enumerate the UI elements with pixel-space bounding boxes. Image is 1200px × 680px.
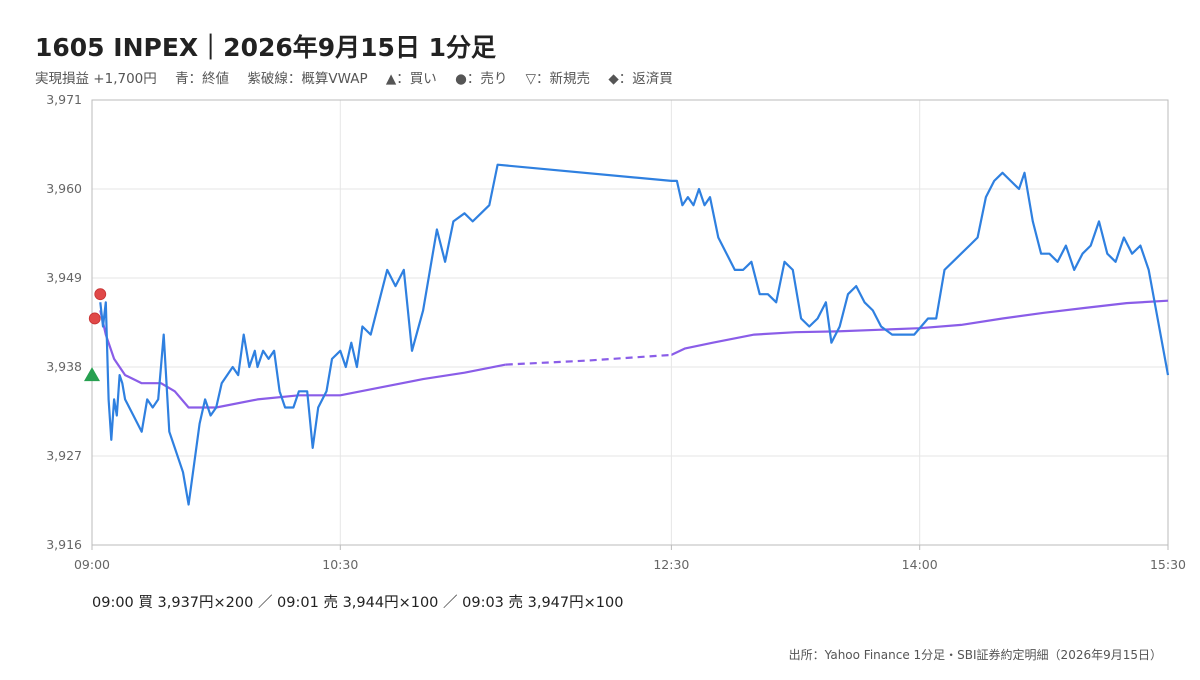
close-price-line [99, 163, 1170, 506]
legend-cover-buy: ◆：返済買 [608, 71, 673, 87]
legend-new-short: ▽：新規売 [525, 71, 591, 87]
y-tick-label: 3,938 [46, 359, 82, 374]
sell-marker [88, 312, 101, 325]
x-tick-label: 09:00 [74, 557, 110, 572]
trade-markers [84, 288, 107, 382]
x-tick-label: 15:30 [1150, 557, 1186, 572]
axes: 3,916 3,927 3,938 3,949 3,960 3,971 09:00 10:30… [46, 92, 1186, 572]
vwap-line [99, 299, 1169, 409]
plot-frame [91, 99, 1169, 546]
y-tick-label: 3,971 [46, 92, 82, 107]
y-tick-label: 3,916 [46, 537, 82, 552]
legend-pnl: 実現損益 +1,700円 [35, 71, 157, 87]
y-tick-label: 3,949 [46, 270, 82, 285]
y-tick-label: 3,960 [46, 181, 82, 196]
legend-close: 青：終値 [175, 71, 230, 87]
grid [92, 100, 1168, 545]
series [99, 163, 1170, 506]
vwap-break-dashed [505, 353, 672, 366]
legend: 実現損益 +1,700円 青：終値 紫破線：概算VWAP ▲：買い ●：売り ▽… [35, 67, 687, 87]
price-chart: 3,916 3,927 3,938 3,949 3,960 3,971 09:00 10:30… [46, 92, 1186, 572]
x-tick-label: 10:30 [322, 557, 358, 572]
trade-summary: 09:00 買 3,937円×200 ／ 09:01 売 3,944円×100 … [92, 595, 624, 611]
legend-sell: ●：売り [455, 71, 508, 87]
buy-marker [84, 367, 100, 382]
legend-vwap: 紫破線：概算VWAP [247, 71, 368, 87]
source-note: 出所：Yahoo Finance 1分足・SBI証券約定明細（2026年9月15… [788, 648, 1162, 662]
legend-buy: ▲：買い [385, 71, 437, 87]
x-tick-label: 12:30 [653, 557, 689, 572]
chart-title: 1605 INPEX｜2026年9月15日 1分足 [35, 33, 497, 62]
x-tick-label: 14:00 [902, 557, 938, 572]
y-tick-label: 3,927 [46, 448, 82, 463]
sell-marker [94, 288, 107, 301]
